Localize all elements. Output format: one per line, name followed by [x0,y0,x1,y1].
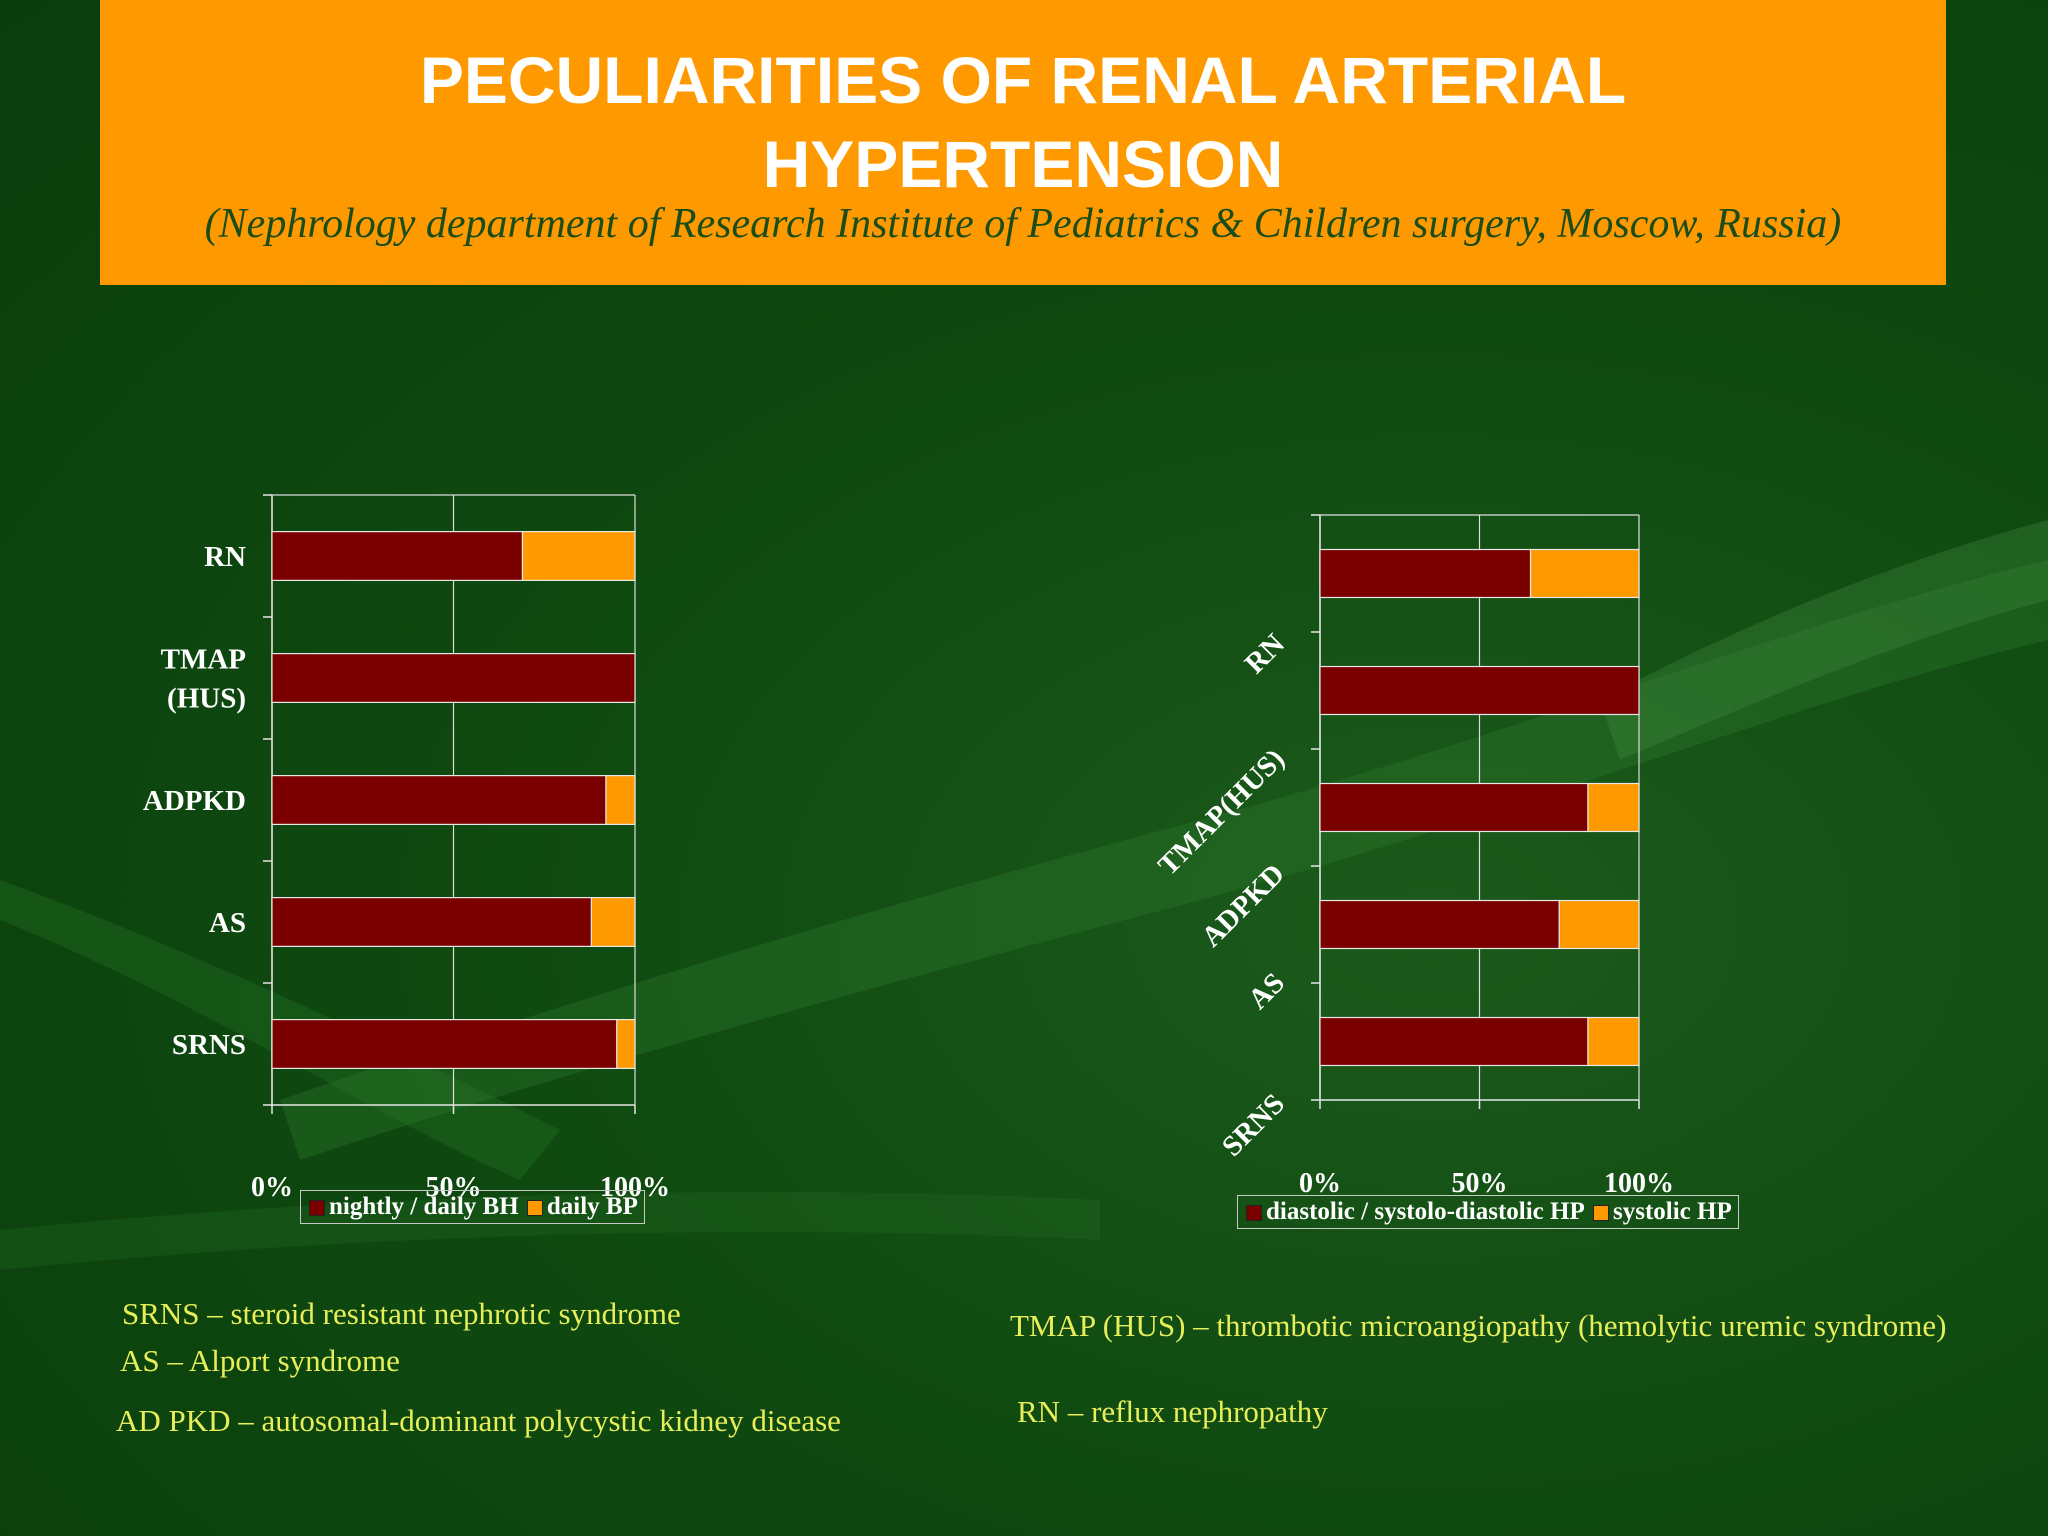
legend-label: diastolic / systolo-diastolic HP [1266,1198,1585,1225]
page-title: PECULIARITIES OF RENAL ARTERIAL HYPERTEN… [100,38,1946,206]
category-label-line: AS [209,907,246,939]
bar-segment-primary [1319,899,1560,950]
legend-swatch-secondary [526,1200,543,1217]
legend-label: systolic HP [1613,1198,1732,1225]
bar-segment-primary [1319,782,1589,833]
title-banner: PECULIARITIES OF RENAL ARTERIAL HYPERTEN… [100,0,1946,285]
category-label: AS [209,907,246,939]
legend-item-diastolic: diastolic / systolo-diastolic HP [1244,1198,1585,1226]
bar-segment-secondary [616,1018,636,1069]
legend-item-nightly-daily-bh: nightly / daily BH [307,1193,519,1221]
legend-item-systolic: systolic HP [1591,1198,1732,1226]
note-rn: RN – reflux nephropathy [1017,1394,1328,1429]
bar-segment-primary [1319,665,1640,716]
category-label-line: (HUS) [167,683,246,715]
bar-segment-secondary [605,774,636,825]
category-label-line: ADPKD [143,785,246,817]
bar-segment-secondary [1558,899,1640,950]
category-label: SRNS [172,1029,246,1061]
x-tick-label: 0% [251,1172,293,1203]
bar-segment-secondary [1587,782,1640,833]
bar-segment-primary [271,774,607,825]
title-line-2: HYPERTENSION [762,127,1284,201]
hp-type-legend: diastolic / systolo-diastolic HP systoli… [1237,1195,1739,1229]
category-label: ADPKD [1195,858,1291,954]
x-tick-label: 50% [426,1172,482,1203]
category-label-line: RN [204,541,246,573]
bar-segment-primary [271,530,524,581]
bar-segment-primary [271,896,593,947]
category-label: ADPKD [143,785,246,817]
category-label: AS [1242,967,1291,1016]
note-adpkd: AD PKD – autosomal-dominant polycystic k… [116,1403,841,1438]
x-tick-label: 0% [1299,1168,1341,1199]
bar-segment-primary [271,1018,618,1069]
bar-segment-primary [271,652,636,703]
bp-rhythm-legend: nightly / daily BH daily BP [300,1190,645,1224]
bar-segment-secondary [1529,548,1640,599]
bar-segment-primary [1319,1016,1589,1067]
note-tmap: TMAP (HUS) – thrombotic microangiopathy … [1010,1308,1947,1343]
category-label-line: SRNS [172,1029,246,1061]
note-as: AS – Alport syndrome [120,1343,400,1378]
title-line-1: PECULIARITIES OF RENAL ARTERIAL [419,43,1627,117]
category-label-line: TMAP [161,644,246,676]
bar-segment-secondary [521,530,636,581]
category-label: TMAP (HUS) [161,644,246,715]
legend-swatch-secondary [1593,1205,1609,1222]
legend-label: nightly / daily BH [329,1193,519,1220]
category-label: SRNS [1216,1088,1291,1163]
bar-segment-secondary [590,896,636,947]
note-srns: SRNS – steroid resistant nephrotic syndr… [122,1296,681,1331]
bar-segment-secondary [1587,1016,1640,1067]
x-tick-label: 100% [1604,1168,1674,1199]
legend-label: daily BP [546,1193,638,1220]
x-tick-label: 100% [600,1172,670,1203]
bar-segment-primary [1319,548,1532,599]
legend-swatch-primary [1246,1205,1262,1222]
category-label: RN [204,541,246,573]
legend-item-daily-bp: daily BP [525,1193,638,1221]
x-tick-label: 50% [1452,1168,1508,1199]
category-label: RN [1239,628,1291,680]
page-subtitle: (Nephrology department of Research Insti… [204,201,1842,247]
legend-swatch-primary [309,1200,325,1217]
